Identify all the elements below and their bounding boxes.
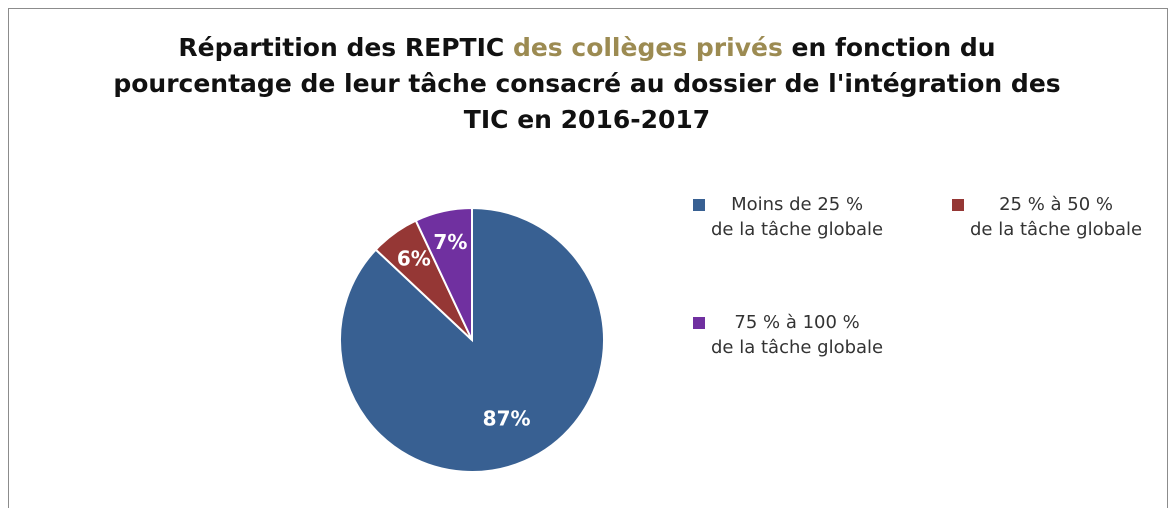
legend-label: 25 % à 50 % de la tâche globale xyxy=(970,194,1143,240)
title-line: TIC en 2016-2017 xyxy=(0,102,1174,138)
pie-slice xyxy=(414,206,473,341)
title-run: des collèges privés xyxy=(512,33,783,62)
legend-item: 25 % à 50 % de la tâche globale xyxy=(952,192,1142,242)
title-run: TIC en 2016-2017 xyxy=(463,105,711,134)
data-label: 7% xyxy=(433,230,467,254)
data-label: 6% xyxy=(397,246,431,270)
title-line: pourcentage de leur tâche consacré au do… xyxy=(0,66,1174,102)
data-label: 87% xyxy=(483,406,531,430)
title-run: en fonction du xyxy=(782,33,996,62)
title-run: Répartition des REPTIC xyxy=(178,33,513,62)
legend-label: Moins de 25 % de la tâche globale xyxy=(711,194,884,240)
title-line: Répartition des REPTIC des collèges priv… xyxy=(0,30,1174,66)
legend-swatch xyxy=(693,317,705,329)
legend-item: 75 % à 100 % de la tâche globale xyxy=(693,310,883,360)
legend-item: Moins de 25 % de la tâche globale xyxy=(693,192,883,242)
legend-swatch xyxy=(952,199,964,211)
title-run: pourcentage de leur tâche consacré au do… xyxy=(113,69,1061,98)
chart-frame xyxy=(8,8,1168,508)
legend-label: 75 % à 100 % de la tâche globale xyxy=(711,312,884,358)
legend-swatch xyxy=(693,199,705,211)
chart-title: Répartition des REPTIC des collèges priv… xyxy=(0,30,1174,138)
